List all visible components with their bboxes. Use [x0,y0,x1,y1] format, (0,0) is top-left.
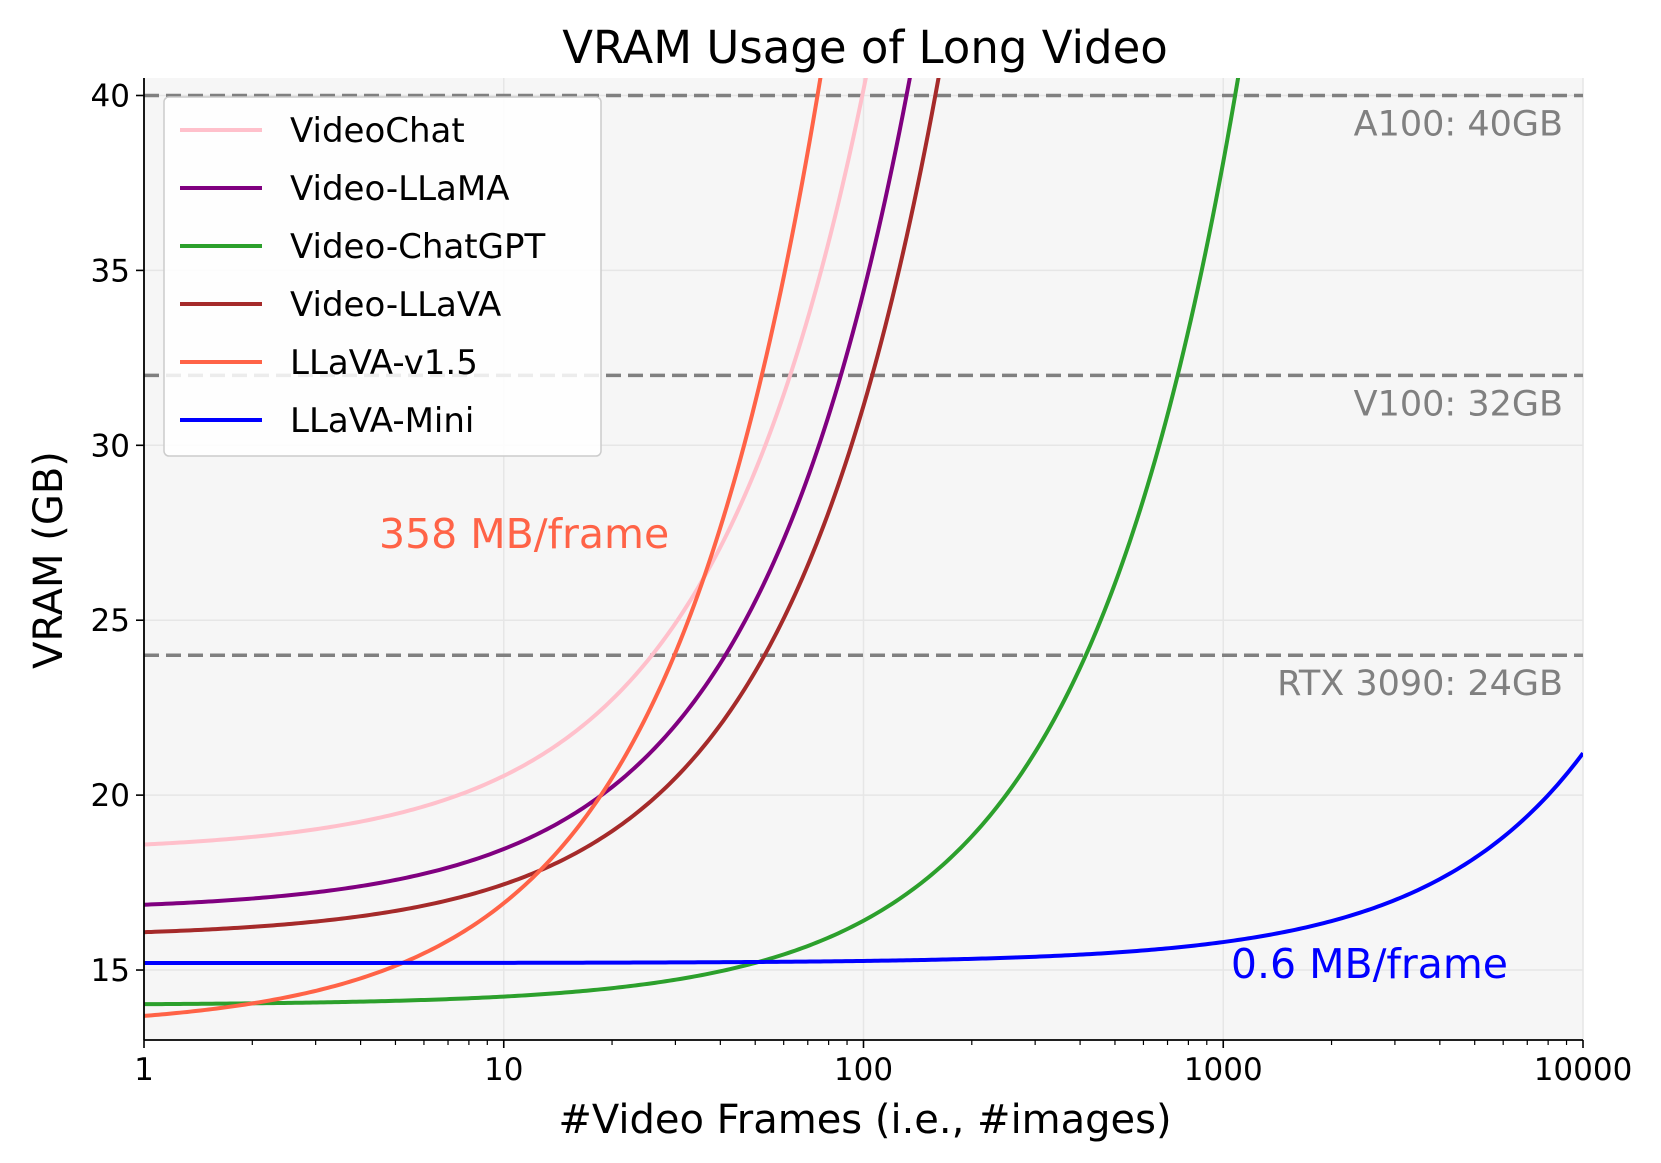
y-tick-label: 30 [91,428,130,464]
y-tick-label: 40 [91,78,130,114]
series-line [144,751,1583,966]
annotations: 358 MB/frame 0.6 MB/frame [379,510,1508,988]
y-tick-label: 15 [91,953,130,989]
series-line [144,78,1241,1007]
chart-title: VRAM Usage of Long Video [562,21,1168,74]
annotation: 0.6 MB/frame [1231,940,1508,988]
legend: VideoChat Video-LLaMA Video-ChatGPT Video-L… [163,96,602,457]
reference-line-label: V100: 32GB [1354,384,1563,424]
legend-box [163,96,602,457]
axes: 1 10 100 1000 10000 15 20 25 30 35 40 [91,78,1633,1088]
legend-label: Video-ChatGPT [290,227,545,267]
reference-line-label: A100: 40GB [1354,104,1563,144]
legend-label: Video-LLaMA [290,169,509,209]
reference-lines: A100: 40GB V100: 32GB RTX 3090: 24GB [144,93,1583,704]
y-axis-title: VRAM (GB) [26,451,72,669]
x-tick-label: 100 [834,1052,893,1088]
legend-label: LLaVA-Mini [290,401,474,441]
y-tick-label: 25 [91,603,130,639]
series-lines [144,78,1583,1018]
legend-label: LLaVA-v1.5 [290,343,478,383]
x-tick-label: 10000 [1534,1052,1633,1088]
legend-label: VideoChat [290,111,465,151]
x-tick-label: 10 [484,1052,523,1088]
y-tick-label: 35 [91,253,130,289]
series-line [144,78,912,907]
series-line [144,78,941,935]
x-tick-label: 1 [134,1052,154,1088]
annotation: 358 MB/frame [379,510,669,558]
x-tick-label: 1000 [1184,1052,1263,1088]
y-tick-label: 20 [91,778,130,814]
series-line [144,78,823,1018]
reference-line-label: RTX 3090: 24GB [1277,664,1563,704]
series-line [144,78,868,847]
x-axis-title: #Video Frames (i.e., #images) [558,1097,1171,1143]
legend-label: Video-LLaVA [290,285,501,325]
